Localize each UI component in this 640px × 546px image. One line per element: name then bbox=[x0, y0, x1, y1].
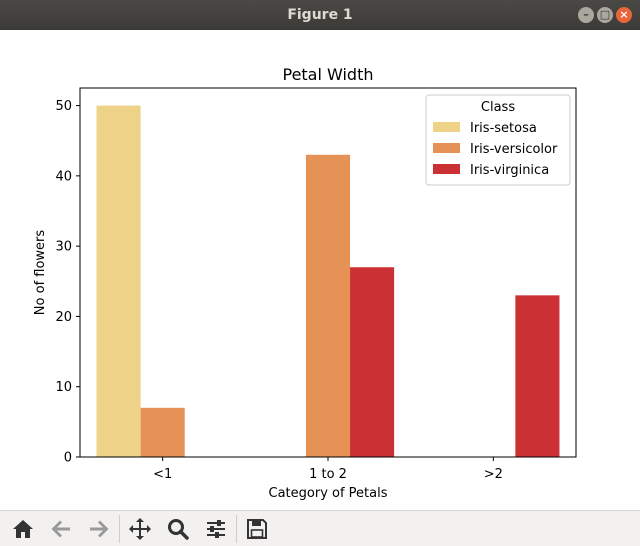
minimize-icon: – bbox=[583, 8, 589, 21]
arrow-right-icon bbox=[90, 520, 109, 537]
figure-canvas[interactable]: 0 10 20 30 40 50 <1 1 to 2 >2 Petal Width Category… bbox=[0, 30, 640, 510]
bar bbox=[96, 105, 141, 458]
window-title: Figure 1 bbox=[287, 7, 353, 23]
y-tick-label: 50 bbox=[55, 99, 72, 114]
bar bbox=[140, 407, 185, 457]
x-tick-label: >2 bbox=[484, 467, 503, 482]
toolbar-separator bbox=[119, 514, 120, 543]
legend-label: Iris-versicolor bbox=[470, 142, 558, 157]
window-controls: – □ × bbox=[578, 7, 632, 23]
y-tick-label: 0 bbox=[64, 451, 72, 466]
y-tick-label: 30 bbox=[55, 240, 72, 255]
y-tick-label: 10 bbox=[55, 380, 72, 395]
pan-button[interactable] bbox=[121, 512, 159, 546]
navigation-toolbar bbox=[0, 510, 640, 546]
forward-button[interactable] bbox=[80, 512, 118, 546]
maximize-button[interactable]: □ bbox=[597, 7, 613, 23]
home-icon bbox=[13, 519, 33, 538]
save-button[interactable] bbox=[238, 512, 276, 546]
x-tick-label: <1 bbox=[153, 467, 172, 482]
maximize-icon: □ bbox=[599, 8, 611, 21]
x-axis-label: Category of Petals bbox=[269, 486, 388, 501]
magnifier-icon bbox=[168, 518, 189, 540]
legend-title: Class bbox=[481, 100, 515, 115]
arrow-left-icon bbox=[51, 520, 70, 537]
move-icon bbox=[129, 517, 151, 540]
legend-box bbox=[425, 94, 571, 186]
bar-chart: 0 10 20 30 40 50 <1 1 to 2 >2 Petal Width Category… bbox=[33, 65, 577, 501]
x-tick-label: 1 to 2 bbox=[309, 467, 347, 482]
subplots-button[interactable] bbox=[197, 512, 235, 546]
chart-title: Petal Width bbox=[282, 65, 373, 84]
window-titlebar: Figure 1 – □ × bbox=[0, 0, 640, 30]
legend-label: Iris-setosa bbox=[470, 121, 537, 136]
sliders-icon bbox=[207, 519, 225, 538]
legend-swatch bbox=[433, 122, 460, 132]
back-button[interactable] bbox=[42, 512, 80, 546]
legend-swatch bbox=[433, 164, 460, 174]
toolbar-separator bbox=[236, 514, 237, 543]
zoom-button[interactable] bbox=[159, 512, 197, 546]
minimize-button[interactable]: – bbox=[578, 7, 594, 23]
y-tick-label: 20 bbox=[55, 310, 72, 325]
bar bbox=[515, 295, 560, 457]
legend-swatch bbox=[433, 143, 460, 153]
y-tick-label: 40 bbox=[55, 169, 72, 184]
bar bbox=[305, 154, 351, 457]
floppy-icon bbox=[247, 518, 267, 539]
close-icon: × bbox=[619, 8, 629, 21]
y-axis-label: No of flowers bbox=[33, 230, 48, 316]
home-button[interactable] bbox=[4, 512, 42, 546]
legend-label: Iris-virginica bbox=[470, 163, 549, 178]
close-button[interactable]: × bbox=[616, 7, 632, 23]
bar bbox=[350, 267, 395, 457]
